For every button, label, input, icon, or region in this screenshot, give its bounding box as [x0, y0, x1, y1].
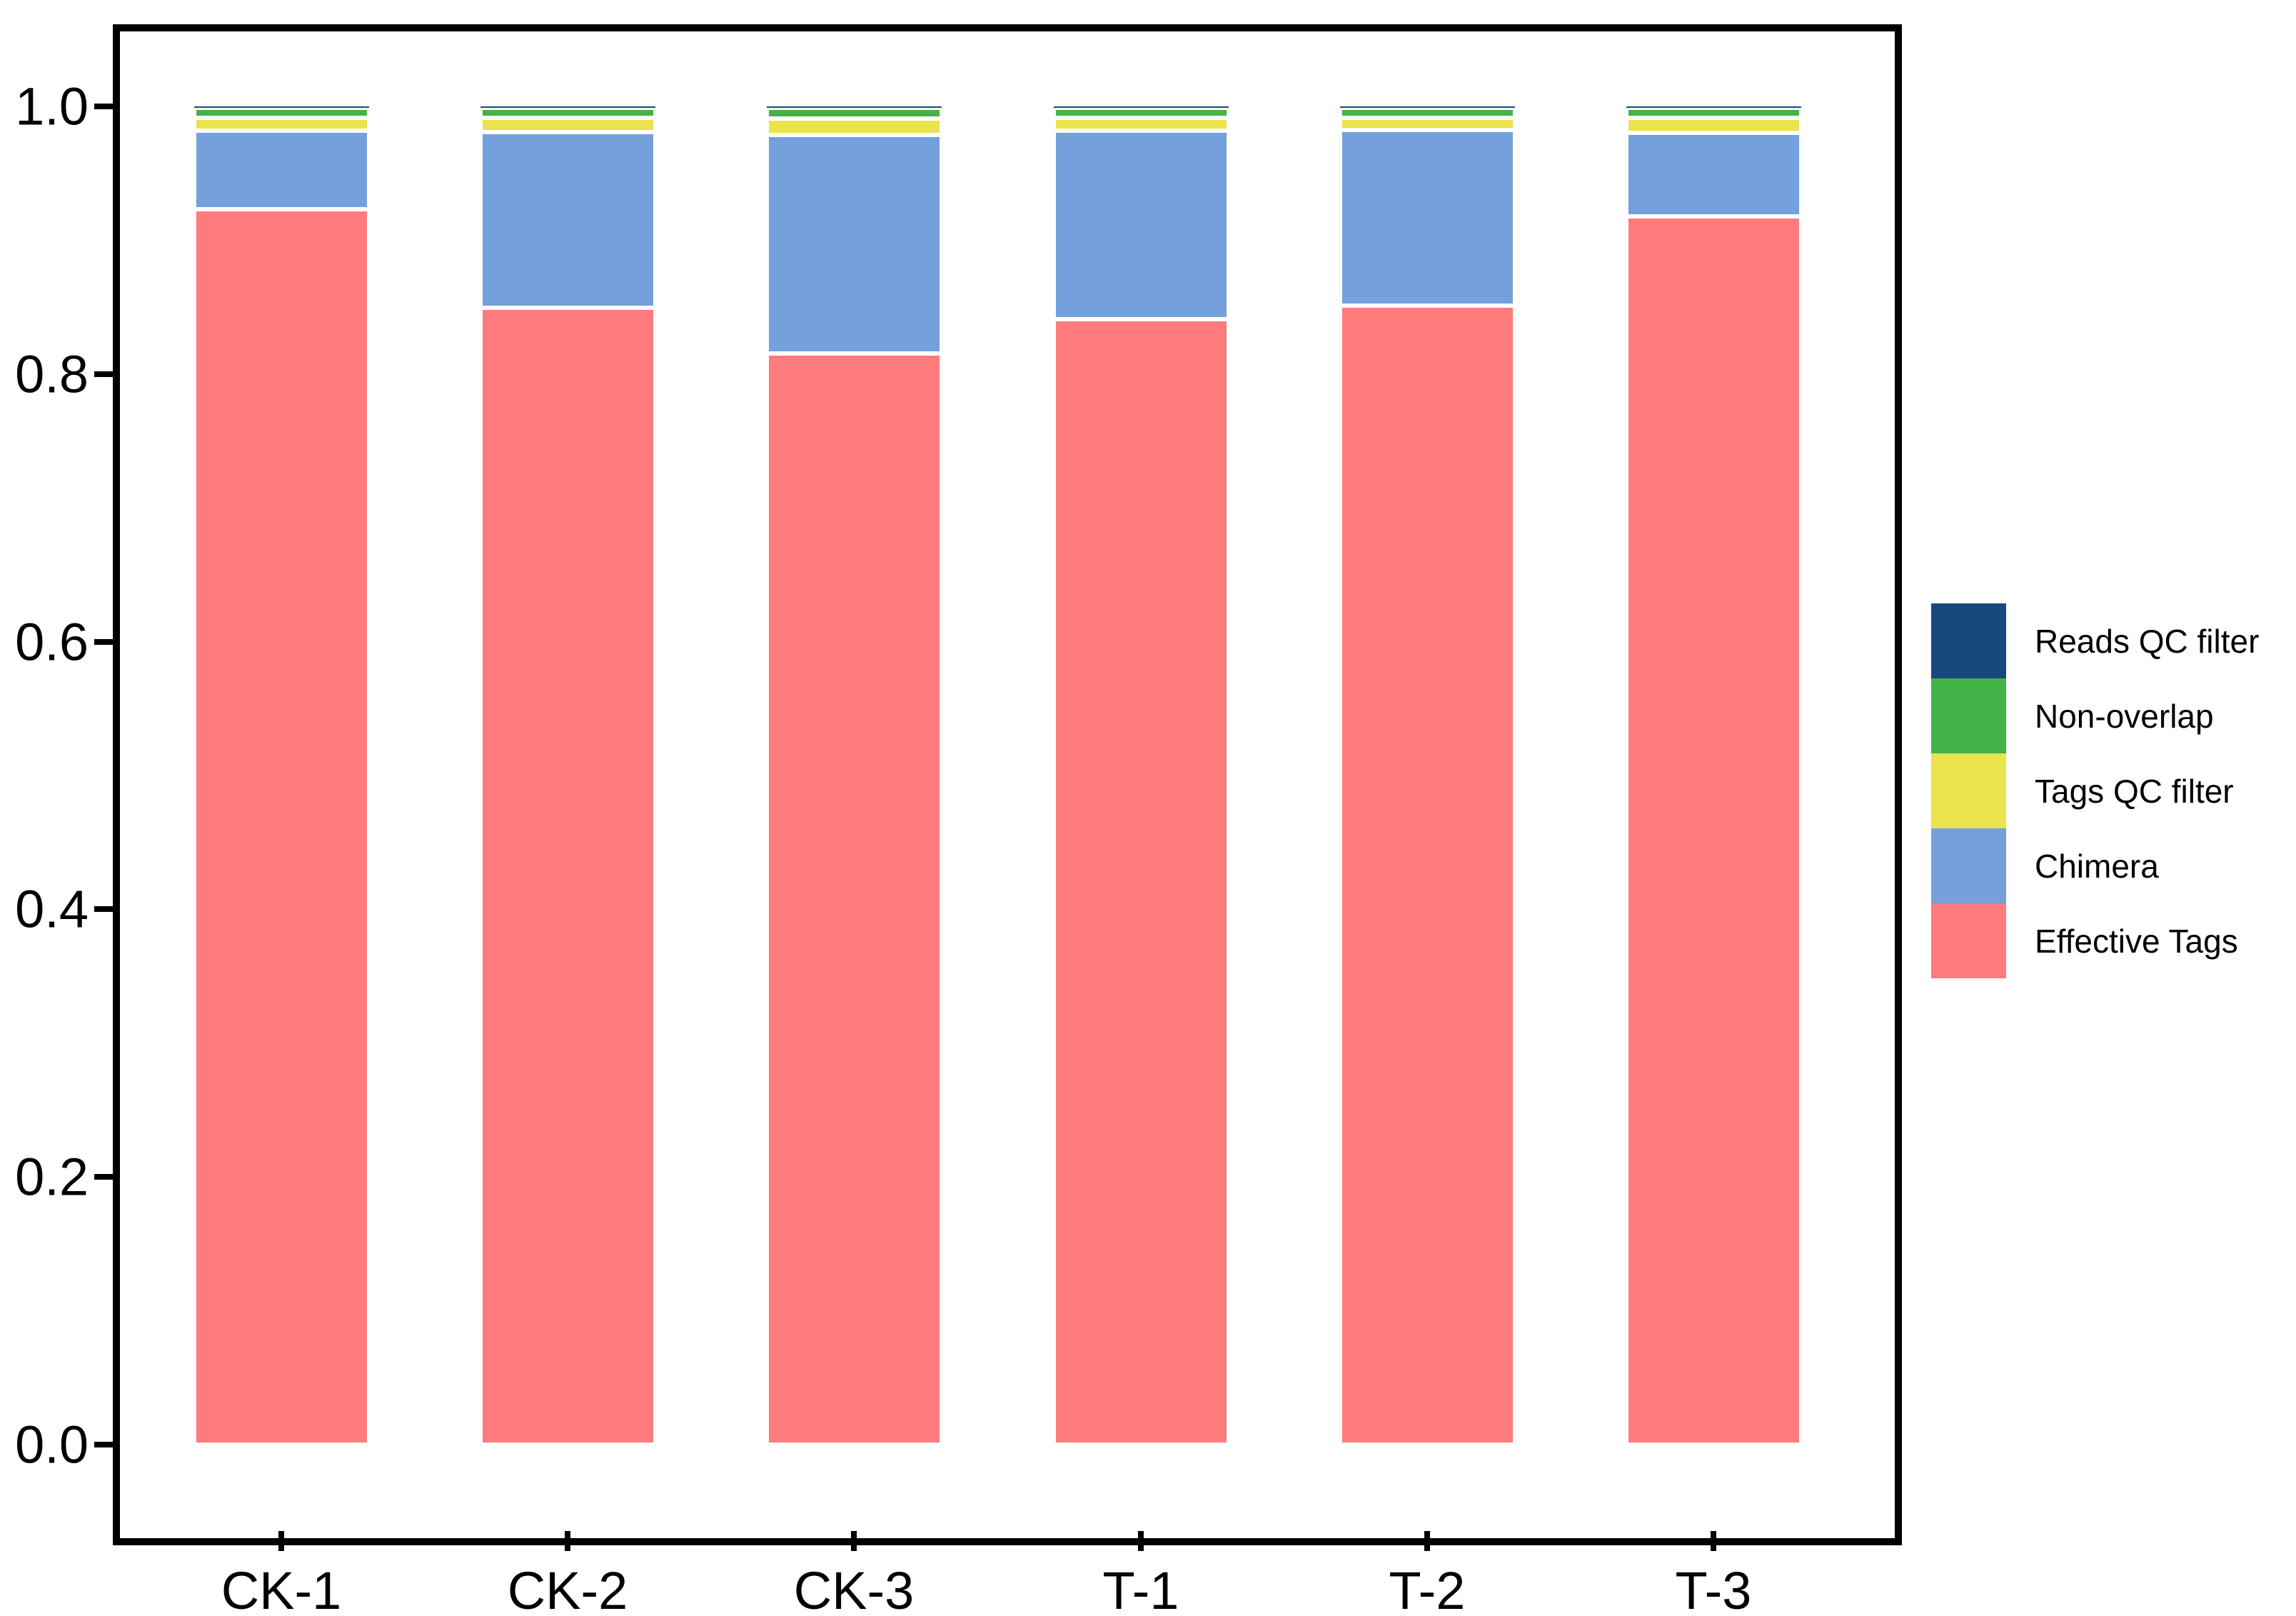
legend-label-reads-qc-filter: Reads QC filter — [2035, 622, 2260, 660]
bar-segment-chimera — [480, 132, 655, 308]
bar-t-1 — [1053, 0, 1229, 1616]
bar-segment-effective-tags — [1339, 306, 1515, 1445]
y-axis-tick-label: 1.0 — [15, 76, 89, 136]
bar-segment-reads-qc-filter — [1339, 106, 1515, 108]
bar-segment-chimera — [1626, 133, 1801, 216]
y-axis-tick — [94, 371, 113, 377]
bar-segment-reads-qc-filter — [193, 106, 369, 108]
bar-segment-reads-qc-filter — [480, 106, 655, 108]
x-axis-tick-label: CK-2 — [507, 1561, 628, 1616]
bar-segment-non-overlap — [480, 107, 655, 119]
bar-segment-effective-tags — [193, 209, 369, 1445]
bar-segment-non-overlap — [1053, 107, 1229, 119]
y-axis-tick-label: 0.8 — [15, 344, 89, 404]
legend-swatch-reads-qc-filter — [1931, 603, 2006, 678]
bar-segment-effective-tags — [1626, 216, 1801, 1445]
bar-ck-2 — [480, 0, 655, 1616]
x-axis-tick-label: CK-1 — [221, 1561, 342, 1616]
bar-segment-chimera — [1339, 130, 1515, 306]
y-axis-tick — [94, 638, 113, 645]
y-axis-tick — [94, 1442, 113, 1447]
x-axis-tick — [1424, 1531, 1430, 1551]
x-axis-tick — [278, 1531, 284, 1551]
bar-ck-1 — [193, 0, 369, 1616]
bar-segment-tags-qc-filter — [1626, 118, 1801, 134]
bar-ck-3 — [766, 0, 942, 1616]
bar-segment-chimera — [766, 134, 942, 354]
legend-swatch-chimera — [1931, 828, 2006, 903]
bar-segment-reads-qc-filter — [766, 106, 942, 108]
bar-t-2 — [1339, 0, 1515, 1616]
bar-segment-effective-tags — [766, 353, 942, 1445]
plot-frame — [113, 24, 1902, 1545]
bar-segment-chimera — [193, 130, 369, 210]
y-axis-tick-label: 0.4 — [15, 879, 89, 939]
bar-segment-non-overlap — [193, 107, 369, 119]
x-axis-tick — [1138, 1531, 1144, 1551]
y-axis-tick — [94, 104, 113, 109]
legend-swatch-effective-tags — [1931, 903, 2006, 978]
legend-swatch-tags-qc-filter — [1931, 753, 2006, 828]
x-axis-tick — [565, 1531, 570, 1551]
y-axis-tick — [94, 906, 113, 913]
y-axis-tick-label: 0.6 — [15, 612, 89, 672]
x-axis-tick-label: T-2 — [1389, 1561, 1466, 1616]
legend-label-tags-qc-filter: Tags QC filter — [2035, 772, 2234, 810]
bar-segment-non-overlap — [1626, 107, 1801, 119]
bar-segment-tags-qc-filter — [1339, 118, 1515, 131]
bar-segment-tags-qc-filter — [1053, 118, 1229, 131]
bar-segment-effective-tags — [480, 308, 655, 1445]
legend-label-non-overlap: Non-overlap — [2035, 697, 2214, 735]
x-axis-tick — [851, 1531, 857, 1551]
bar-segment-effective-tags — [1053, 318, 1229, 1445]
legend-swatch-non-overlap — [1931, 678, 2006, 753]
y-axis-tick-label: 0.2 — [15, 1147, 89, 1207]
x-axis-tick-label: T-3 — [1675, 1561, 1752, 1616]
bar-segment-tags-qc-filter — [480, 118, 655, 133]
legend-label-effective-tags: Effective Tags — [2035, 922, 2238, 960]
legend-label-chimera: Chimera — [2035, 847, 2159, 885]
bar-t-3 — [1626, 0, 1801, 1616]
bar-segment-tags-qc-filter — [193, 118, 369, 131]
x-axis-tick-label: T-1 — [1102, 1561, 1179, 1616]
y-axis-tick — [94, 1174, 113, 1180]
bar-segment-chimera — [1053, 131, 1229, 319]
bar-segment-reads-qc-filter — [1626, 106, 1801, 108]
y-axis-tick-label: 0.0 — [15, 1415, 89, 1475]
x-axis-tick-label: CK-3 — [793, 1561, 915, 1616]
bar-segment-tags-qc-filter — [766, 118, 942, 135]
bar-segment-non-overlap — [766, 107, 942, 119]
x-axis-tick — [1711, 1531, 1716, 1551]
bar-segment-reads-qc-filter — [1053, 106, 1229, 108]
bar-segment-non-overlap — [1339, 107, 1515, 119]
